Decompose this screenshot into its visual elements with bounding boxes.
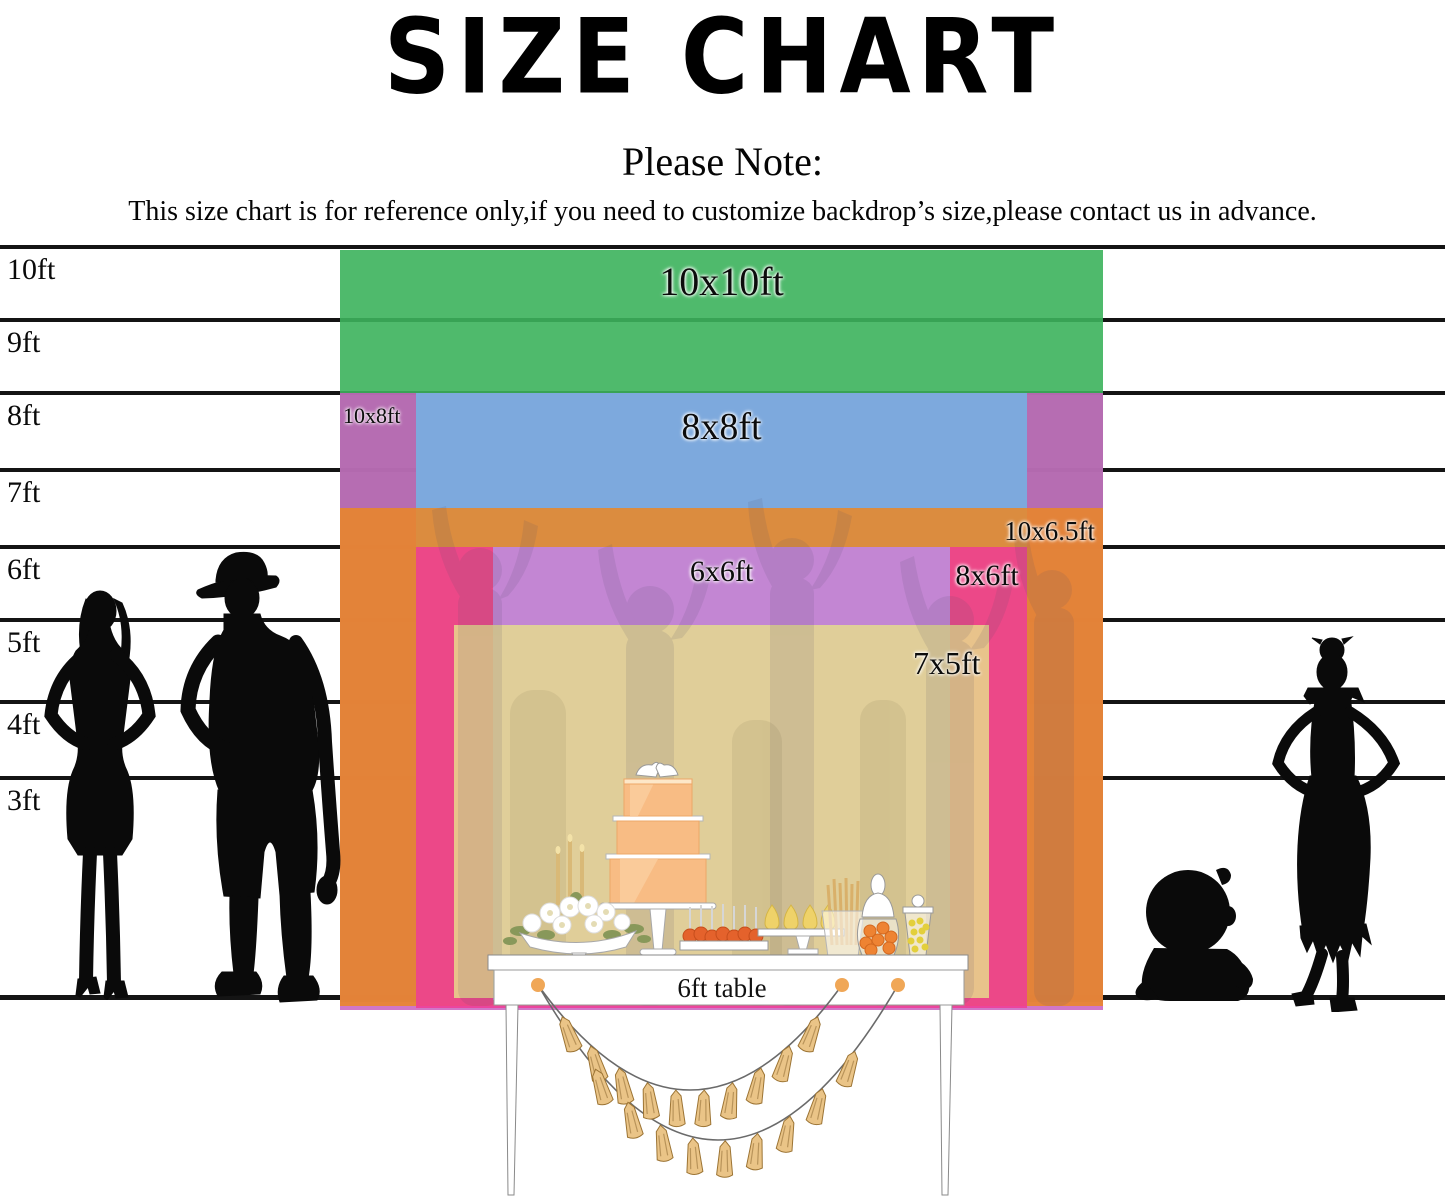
figure-man-silhouette xyxy=(180,552,341,1003)
tassel xyxy=(835,1050,859,1088)
tassel xyxy=(805,1088,827,1126)
backdrop-size-label: 6x6ft xyxy=(689,555,754,588)
ruler-tick-label: 3ft xyxy=(7,784,41,817)
tassel xyxy=(642,1082,661,1120)
tassel xyxy=(559,1016,583,1053)
tassel xyxy=(775,1115,795,1153)
tassel xyxy=(623,1101,644,1139)
ruler-tick-label: 6ft xyxy=(7,553,41,586)
note-heading: Please Note: xyxy=(621,139,824,184)
table-size-label: 6ft table xyxy=(677,973,766,1003)
dessert-table-illustration: 6ft table xyxy=(487,761,969,1196)
ruler-tick-label: 5ft xyxy=(7,626,41,659)
tassel xyxy=(614,1067,635,1105)
tassel xyxy=(797,1016,821,1053)
ruler-line xyxy=(0,245,1445,249)
flower-arrangement xyxy=(503,892,651,967)
backdrop-size-label: 8x6ft xyxy=(955,559,1019,592)
tassel xyxy=(745,1067,766,1105)
candy-jar-orange xyxy=(856,873,900,957)
figure-girl-silhouette xyxy=(1272,636,1401,1012)
backdrop-size-label: 7x5ft xyxy=(913,645,981,681)
note-body: This size chart is for reference only,if… xyxy=(128,196,1317,227)
backdrop-size-label: 10x8ft xyxy=(343,403,401,428)
tassel xyxy=(745,1132,763,1171)
candy-jar-yellow xyxy=(902,894,934,956)
candles xyxy=(555,834,585,905)
tassel xyxy=(719,1082,738,1120)
figure-baby-silhouette xyxy=(1135,867,1253,1001)
tassel xyxy=(655,1124,674,1162)
tassel xyxy=(592,1068,614,1106)
tassel xyxy=(686,1137,704,1175)
ruler-tick-label: 7ft xyxy=(7,476,41,509)
tassel-garland xyxy=(531,978,905,1178)
tassel xyxy=(668,1089,686,1128)
tassel xyxy=(716,1140,734,1178)
backdrop-size-label: 10x10ft xyxy=(659,259,784,304)
ruler-tick-label: 10ft xyxy=(7,253,56,286)
wedding-cake xyxy=(599,761,717,956)
backdrop-size-label: 8x8ft xyxy=(681,406,762,448)
table: 6ft table xyxy=(487,954,969,1196)
ruler-tick-label: 8ft xyxy=(7,399,41,432)
ruler-tick-label: 4ft xyxy=(7,708,41,741)
figure-woman-silhouette xyxy=(44,590,156,1000)
cake-topper-birds xyxy=(635,761,679,778)
page-title: SIZE CHART xyxy=(383,0,1062,118)
cake-pops-tray xyxy=(679,904,769,951)
backdrop-size-label: 10x6.5ft xyxy=(1004,516,1095,546)
tassel xyxy=(771,1045,793,1083)
breadstick-glass xyxy=(821,877,865,958)
tassel xyxy=(694,1089,712,1128)
ruler-tick-label: 9ft xyxy=(7,326,41,359)
